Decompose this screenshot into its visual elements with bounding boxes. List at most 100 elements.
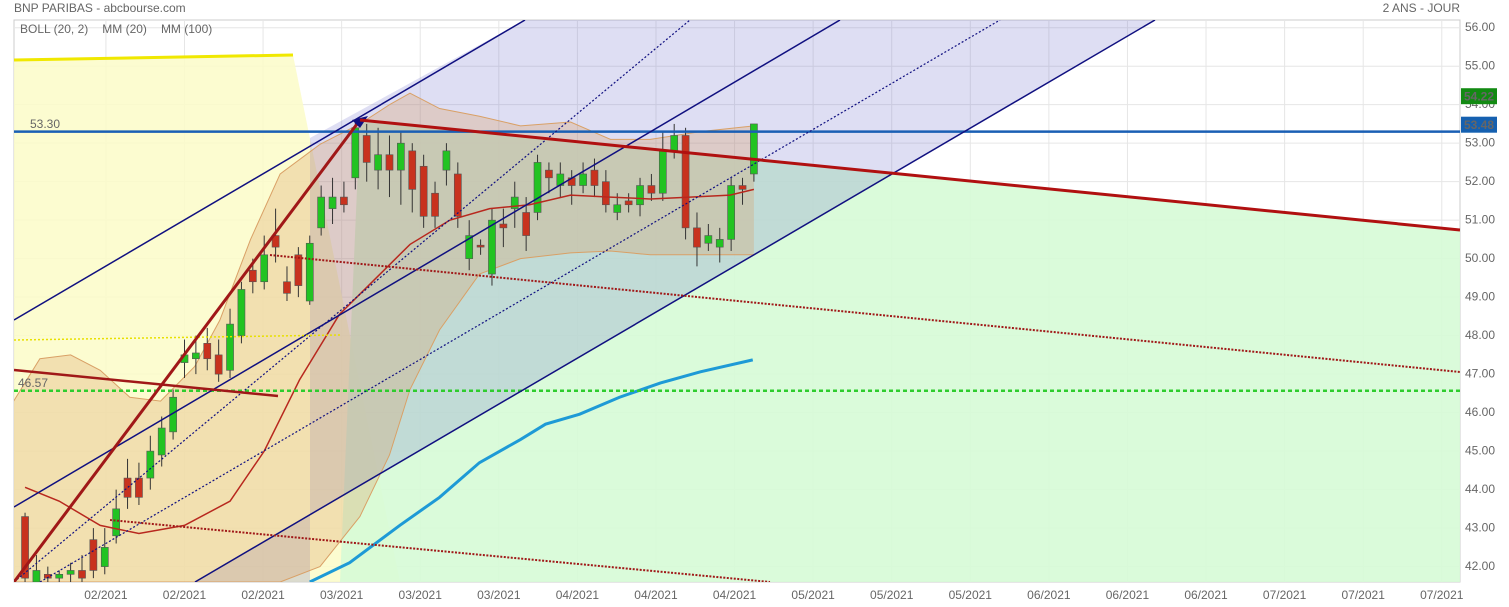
candle-body bbox=[317, 196, 325, 229]
candle-body bbox=[146, 450, 155, 479]
candle-body bbox=[408, 150, 417, 190]
y-tick-label: 47.00 bbox=[1465, 366, 1495, 380]
y-tick-label: 51.00 bbox=[1465, 212, 1495, 226]
band-fill bbox=[14, 93, 754, 582]
x-tick-label: 05/2021 bbox=[791, 588, 835, 602]
candle-body bbox=[66, 570, 75, 575]
x-tick-label: 03/2021 bbox=[320, 588, 364, 602]
candle-body bbox=[305, 242, 314, 302]
candle-body bbox=[715, 239, 724, 248]
candle-body bbox=[590, 169, 599, 186]
y-tick-label: 45.00 bbox=[1465, 443, 1495, 457]
band-lower bbox=[14, 250, 754, 582]
price-marker-label: 53.48 bbox=[1464, 118, 1494, 132]
chart-subtitle: 2 ANS - JOUR bbox=[1383, 1, 1461, 15]
x-tick-label: 06/2021 bbox=[1027, 588, 1071, 602]
price-marker bbox=[1461, 88, 1497, 105]
candle-body bbox=[362, 135, 371, 163]
y-tick-label: 46.00 bbox=[1465, 405, 1495, 419]
x-tick-label: 03/2021 bbox=[399, 588, 443, 602]
candle-body bbox=[340, 196, 348, 206]
price-marker bbox=[1461, 116, 1497, 133]
candle-body bbox=[43, 574, 52, 579]
candle-body bbox=[203, 343, 212, 360]
candle-body bbox=[476, 244, 485, 248]
x-tick-label: 04/2021 bbox=[556, 588, 600, 602]
candle-body bbox=[658, 150, 667, 194]
candle-body bbox=[704, 235, 713, 244]
y-tick-label: 49.00 bbox=[1465, 289, 1495, 303]
candle-body bbox=[351, 127, 360, 179]
channel-line bbox=[194, 20, 1156, 582]
candle-body bbox=[78, 570, 86, 579]
candle-body bbox=[157, 427, 166, 456]
candle-body bbox=[214, 354, 223, 375]
x-tick-label: 02/2021 bbox=[241, 588, 285, 602]
red-trend bbox=[14, 368, 279, 398]
candle-body bbox=[522, 212, 530, 236]
candle-body bbox=[442, 150, 451, 171]
y-tick-label: 42.00 bbox=[1465, 559, 1495, 573]
y-tick-label: 43.00 bbox=[1465, 520, 1495, 534]
y-tick-label: 53.00 bbox=[1465, 135, 1495, 149]
candle-body bbox=[283, 281, 291, 294]
candle-body bbox=[727, 185, 735, 240]
candle-body bbox=[602, 181, 610, 206]
candle-body bbox=[248, 269, 257, 283]
x-tick-label: 03/2021 bbox=[477, 588, 521, 602]
x-tick-label: 04/2021 bbox=[634, 588, 678, 602]
y-tick-label: 52.00 bbox=[1465, 174, 1495, 188]
y-tick-label: 50.00 bbox=[1465, 251, 1495, 265]
candle-body bbox=[135, 477, 143, 498]
channel-dotted bbox=[39, 20, 1001, 582]
candle-body bbox=[260, 254, 269, 283]
candle-body bbox=[419, 165, 428, 217]
candle-body bbox=[613, 204, 622, 213]
candle-body bbox=[488, 219, 496, 275]
candle-body bbox=[510, 196, 519, 209]
x-tick-label: 02/2021 bbox=[163, 588, 207, 602]
candle-body bbox=[294, 254, 303, 286]
x-tick-label: 06/2021 bbox=[1106, 588, 1150, 602]
legend-entry: BOLL (20, 2) bbox=[20, 22, 88, 36]
drawings-over bbox=[14, 20, 1460, 582]
channel-line bbox=[14, 20, 841, 508]
x-tick-label: 07/2021 bbox=[1263, 588, 1307, 602]
x-tick-label: 02/2021 bbox=[84, 588, 128, 602]
x-tick-label: 04/2021 bbox=[713, 588, 757, 602]
x-tick-label: 05/2021 bbox=[949, 588, 993, 602]
level-label: 46.57 bbox=[18, 376, 48, 390]
x-tick-label: 07/2021 bbox=[1342, 588, 1386, 602]
candle-body bbox=[670, 135, 679, 152]
candle-body bbox=[32, 570, 41, 582]
plot bbox=[14, 92, 1460, 582]
red-trend bbox=[359, 118, 1460, 232]
candle-body bbox=[89, 539, 98, 571]
candle-body bbox=[579, 173, 587, 186]
y-tick-label: 55.00 bbox=[1465, 58, 1495, 72]
candle-body bbox=[624, 200, 633, 206]
candle-body bbox=[123, 477, 132, 498]
candle-body bbox=[453, 173, 462, 217]
legend-entry: MM (20) bbox=[102, 22, 147, 36]
candle-body bbox=[499, 223, 508, 229]
y-tick-label: 44.00 bbox=[1465, 482, 1495, 496]
green-zone bbox=[340, 120, 1460, 582]
candle-body bbox=[397, 142, 405, 171]
candle-body bbox=[271, 235, 280, 248]
candle-body bbox=[100, 547, 109, 567]
red-dotted bbox=[109, 519, 771, 582]
candle-body bbox=[750, 123, 758, 175]
moving-average bbox=[309, 358, 754, 582]
candle-body bbox=[647, 185, 656, 194]
candle-body bbox=[21, 516, 29, 579]
candle-body bbox=[374, 154, 382, 171]
red-trend bbox=[14, 119, 362, 582]
yellow-line bbox=[14, 53, 294, 62]
candle-body bbox=[192, 352, 200, 360]
candle-body bbox=[545, 169, 553, 179]
x-tick-label: 07/2021 bbox=[1420, 588, 1464, 602]
candle-body bbox=[55, 574, 64, 579]
channel-line bbox=[14, 20, 526, 321]
